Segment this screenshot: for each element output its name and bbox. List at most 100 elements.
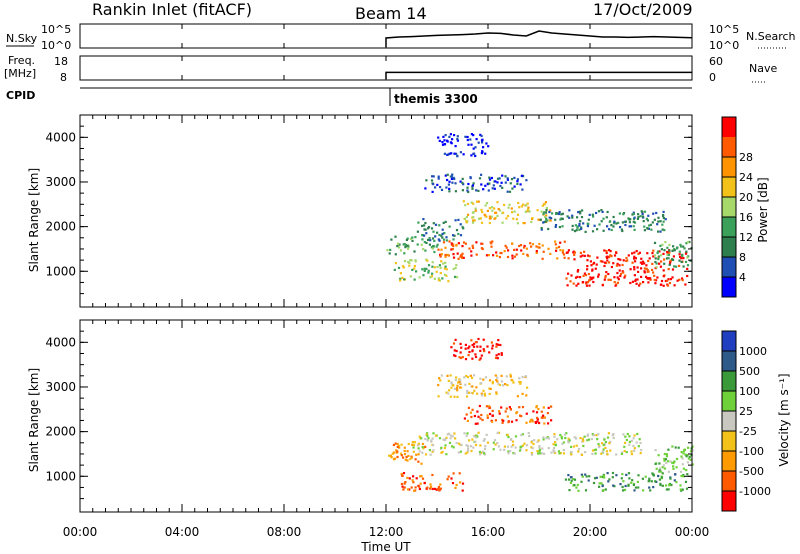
nave-tick-top: 60 — [709, 55, 723, 68]
nsky-tick-top: 10^5 — [41, 23, 71, 36]
colorbar-swatch — [722, 237, 736, 257]
x-tick-label: 20:00 — [573, 525, 608, 539]
scatter-region — [437, 133, 490, 158]
x-tick-label: 04:00 — [165, 525, 200, 539]
colorbar-swatch — [722, 411, 736, 431]
scatter-region — [400, 472, 465, 492]
freq-panel: Freq. [MHz] 18 8 60 0 Nave — [4, 54, 777, 84]
colorbar-swatch — [722, 277, 736, 297]
freq-units: [MHz] — [4, 67, 36, 80]
colorbar-tick-label: -100 — [739, 445, 764, 458]
freq-series-line — [385, 71, 692, 79]
cpid-program: themis 3300 — [394, 92, 478, 106]
freq-tick-bottom: 8 — [60, 71, 67, 84]
nave-label: Nave — [749, 62, 777, 75]
nsky-series-line — [385, 30, 693, 47]
colorbar-tick-label: -500 — [739, 465, 764, 478]
colorbar-swatch — [722, 257, 736, 277]
colorbar-swatch — [722, 137, 736, 157]
colorbar-tick-label: 4 — [739, 271, 746, 284]
nsky-tick-bottom: 10^0 — [41, 39, 71, 52]
colorbar-swatch — [722, 371, 736, 391]
nsearch-tick-top: 10^5 — [709, 23, 739, 36]
power-ytick-label: 3000 — [45, 175, 76, 189]
colorbar-frame — [721, 330, 737, 512]
scatter-region — [539, 209, 667, 233]
colorbar-frame — [721, 116, 737, 298]
power-ylabel: Slant Range [km] — [27, 168, 41, 272]
power-ytick-label: 1000 — [45, 264, 76, 278]
power-colorbar-label: Power [dB] — [756, 177, 770, 242]
beam-title: Beam 14 — [355, 4, 427, 23]
colorbar-swatch — [722, 431, 736, 451]
colorbar-tick-label: 25 — [739, 405, 753, 418]
colorbar-tick-label: 500 — [739, 365, 760, 378]
freq-label: Freq. — [8, 54, 35, 67]
colorbar-swatch — [722, 471, 736, 491]
colorbar-tick-label: 16 — [739, 211, 753, 224]
scatter-region — [416, 218, 465, 242]
velocity-colorbar-label: Velocity [m s⁻¹] — [777, 373, 791, 466]
scatter-region — [653, 240, 693, 269]
scatter-region — [564, 471, 689, 492]
scatter-region — [565, 249, 689, 287]
x-axis: 00:00 04:00 08:00 12:00 16:00 20:00 00:00 — [63, 24, 710, 539]
colorbar-swatch — [722, 451, 736, 471]
colorbar-tick-label: 24 — [739, 171, 753, 184]
velocity-ylabel: Slant Range [km] — [27, 368, 41, 472]
nsearch-label: N.Search — [746, 30, 796, 43]
x-axis-label: Time UT — [360, 540, 411, 554]
velocity-ytick-label: 4000 — [45, 335, 76, 349]
freq-tick-top: 18 — [54, 55, 68, 68]
colorbar-tick-label: -25 — [739, 425, 757, 438]
scatter-region — [463, 404, 553, 425]
colorbar-swatch — [722, 177, 736, 197]
x-tick-label: 00:00 — [675, 525, 710, 539]
scatter-region — [654, 445, 694, 473]
scatter-region — [424, 173, 528, 194]
colorbar-tick-label: 8 — [739, 251, 746, 264]
cpid-label: CPID — [6, 89, 35, 102]
colorbar-swatch — [722, 197, 736, 217]
x-tick-label: 16:00 — [471, 525, 506, 539]
x-tick-label: 08:00 — [267, 525, 302, 539]
velocity-ytick-label: 2000 — [45, 425, 76, 439]
nsky-panel: N.Sky 10^5 10^0 10^5 10^0 N.Search — [6, 23, 796, 52]
colorbar-swatch — [722, 117, 736, 137]
colorbar-swatch — [722, 331, 736, 351]
colorbar-swatch — [722, 391, 736, 411]
power-panel: 1000 2000 3000 4000 Slant Range [km] 4 8 12 16… — [27, 114, 770, 308]
colorbar-tick-label: 100 — [739, 385, 760, 398]
colorbar-tick-label: 20 — [739, 191, 753, 204]
velocity-panel: 1000 2000 3000 4000 Slant Range [km] -1000 -… — [27, 319, 791, 513]
scatter-region — [437, 240, 566, 260]
colorbar-swatch — [722, 491, 736, 511]
scatter-region — [386, 235, 439, 256]
nave-tick-bottom: 0 — [709, 71, 716, 84]
date-title: 17/Oct/2009 — [593, 0, 693, 19]
x-tick-label: 12:00 — [369, 525, 404, 539]
scatter-region — [450, 337, 503, 361]
station-title: Rankin Inlet (fitACF) — [92, 0, 252, 19]
scatter-region — [393, 258, 459, 283]
nsky-label: N.Sky — [6, 32, 38, 45]
colorbar-tick-label: -1000 — [739, 485, 771, 498]
power-ytick-label: 4000 — [45, 130, 76, 144]
velocity-ytick-label: 3000 — [45, 380, 76, 394]
colorbar-tick-label: 12 — [739, 231, 753, 244]
scatter-region — [411, 431, 643, 456]
scatter-region — [388, 442, 427, 465]
nsearch-tick-bottom: 10^0 — [709, 39, 739, 52]
velocity-ytick-label: 1000 — [45, 469, 76, 483]
scatter-region — [462, 200, 552, 225]
colorbar-tick-label: 1000 — [739, 345, 767, 358]
colorbar-swatch — [722, 217, 736, 237]
power-ytick-label: 2000 — [45, 220, 76, 234]
colorbar-swatch — [722, 157, 736, 177]
scatter-region — [437, 373, 529, 398]
x-tick-label: 00:00 — [63, 525, 98, 539]
cpid-panel: CPID themis 3300 — [6, 87, 692, 106]
colorbar-swatch — [722, 351, 736, 371]
colorbar-tick-label: 28 — [739, 151, 753, 164]
